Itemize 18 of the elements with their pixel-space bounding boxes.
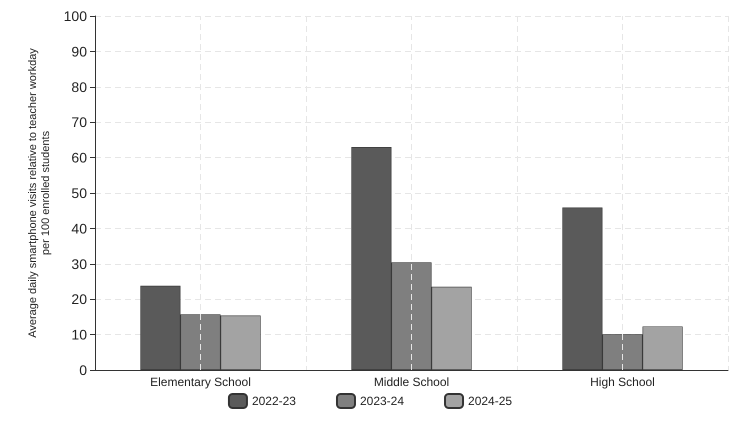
y-axis-title: Average daily smartphone visits relative to teacher workday per 100 enrolled students — [27, 48, 52, 338]
y-tick-label: 30 — [71, 256, 88, 272]
x-tick-label: High School — [590, 375, 655, 389]
y-tick-label: 90 — [71, 43, 88, 60]
y-tick-label: 0 — [79, 362, 88, 378]
y-tick-label: 70 — [71, 114, 88, 130]
y-tick-label: 60 — [71, 150, 88, 166]
y-tick-label: 80 — [71, 78, 88, 95]
legend-label: 2023-24 — [360, 394, 404, 408]
y-tick-label: 50 — [71, 185, 88, 201]
x-tick-label: Elementary School — [150, 375, 251, 389]
y-tick-label: 10 — [71, 326, 88, 343]
y-tick-label: 100 — [64, 8, 88, 24]
y-tick-label: 20 — [71, 291, 88, 308]
legend-label: 2024-25 — [468, 394, 512, 408]
y-tick-label: 40 — [71, 220, 88, 236]
x-tick-label: Middle School — [374, 375, 450, 389]
legend-label: 2022-23 — [252, 394, 296, 408]
